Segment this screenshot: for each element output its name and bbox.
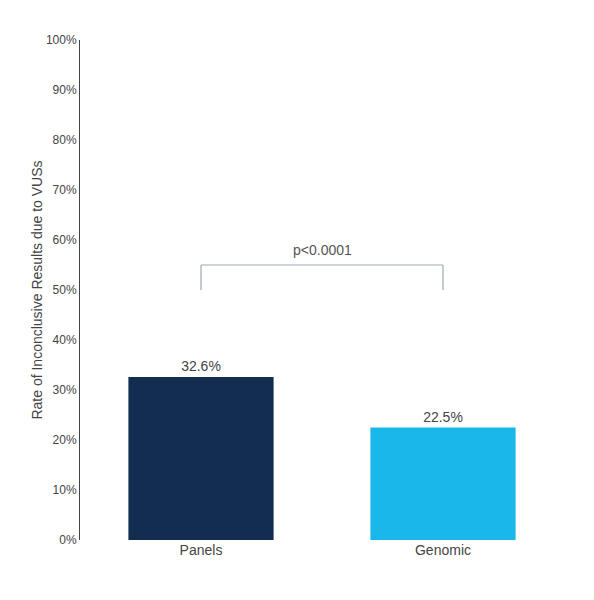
svg-text:Genomic: Genomic — [415, 542, 471, 558]
svg-text:70%: 70% — [53, 183, 77, 197]
svg-text:22.5%: 22.5% — [423, 409, 463, 425]
svg-text:90%: 90% — [53, 83, 77, 97]
svg-text:40%: 40% — [53, 333, 77, 347]
svg-text:p<0.0001: p<0.0001 — [293, 242, 352, 258]
svg-text:10%: 10% — [53, 483, 77, 497]
svg-text:32.6%: 32.6% — [181, 358, 221, 374]
svg-text:60%: 60% — [53, 233, 77, 247]
svg-text:20%: 20% — [53, 433, 77, 447]
svg-text:50%: 50% — [53, 283, 77, 297]
svg-text:30%: 30% — [53, 383, 77, 397]
svg-text:Rate of Inconclusive Results d: Rate of Inconclusive Results due to VUSs — [29, 160, 45, 419]
svg-text:100%: 100% — [46, 33, 77, 47]
svg-text:Panels: Panels — [180, 542, 223, 558]
svg-text:80%: 80% — [53, 133, 77, 147]
svg-text:0%: 0% — [59, 533, 77, 547]
